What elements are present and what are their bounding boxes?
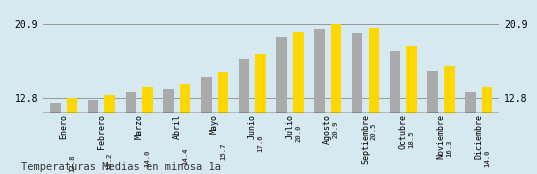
Text: 17.6: 17.6	[258, 135, 264, 152]
Bar	[50, 104, 61, 174]
Bar	[180, 84, 191, 174]
Bar	[406, 46, 417, 174]
Bar	[465, 92, 476, 174]
Bar	[352, 33, 362, 174]
Text: 14.4: 14.4	[182, 148, 188, 165]
Text: 16.3: 16.3	[446, 140, 452, 157]
Text: 18.5: 18.5	[409, 131, 415, 148]
Bar	[368, 28, 379, 174]
Bar	[331, 24, 342, 174]
Bar	[255, 54, 266, 174]
Bar	[277, 37, 287, 174]
Text: 12.8: 12.8	[69, 154, 75, 172]
Bar	[239, 60, 249, 174]
Text: 15.7: 15.7	[220, 142, 226, 160]
Bar	[126, 92, 136, 174]
Bar	[163, 89, 174, 174]
Bar	[444, 66, 454, 174]
Text: 20.9: 20.9	[333, 121, 339, 138]
Text: Temperaturas Medias en minosa 1a: Temperaturas Medias en minosa 1a	[21, 162, 221, 172]
Bar	[390, 51, 400, 174]
Bar	[217, 72, 228, 174]
Bar	[142, 87, 153, 174]
Bar	[105, 95, 115, 174]
Bar	[293, 32, 303, 174]
Bar	[427, 71, 438, 174]
Text: 14.0: 14.0	[484, 149, 490, 167]
Bar	[88, 100, 98, 174]
Bar	[67, 98, 77, 174]
Text: 13.2: 13.2	[107, 153, 113, 170]
Bar	[314, 29, 325, 174]
Text: 20.5: 20.5	[371, 122, 377, 140]
Text: 20.0: 20.0	[295, 125, 301, 142]
Text: 14.0: 14.0	[144, 149, 150, 167]
Bar	[482, 87, 492, 174]
Bar	[201, 77, 212, 174]
